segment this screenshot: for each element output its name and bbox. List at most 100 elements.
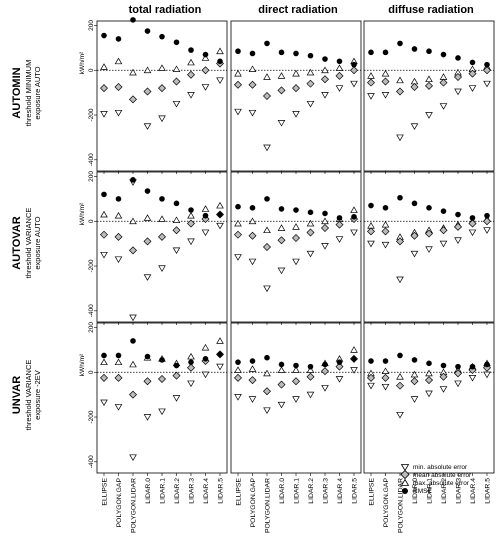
rmse-point [455,363,461,370]
mean-error-point [321,367,329,376]
mean-error-point [158,232,166,241]
min-error-point [468,85,477,92]
x-category-label: LIDAR.3 [456,478,463,504]
rmse-point [484,361,490,368]
rmse-point [397,352,403,359]
y-tick-label: 0 [88,370,95,374]
panel-r0-c0: 200 0 -200 -400 kWh/m² [79,17,228,186]
x-category-label: POLYGON.GAP [383,478,390,528]
mean-error-point [468,219,477,228]
max-error-point [381,220,390,228]
x-category-label: LIDAR.5 [352,478,359,504]
mean-error-point [129,390,137,399]
rmse-point [293,362,299,369]
column-title-direct: direct radiation [258,4,338,16]
min-error-point [425,390,433,398]
rmse-point [469,59,476,66]
rmse-point [188,47,194,53]
rmse-point [351,213,357,220]
min-error-point [143,123,152,130]
min-error-point [263,407,271,415]
min-error-point [454,88,462,96]
min-error-point [425,246,433,253]
min-error-point [335,236,344,243]
mean-error-point [143,377,152,386]
max-error-point [143,66,152,74]
min-error-point [172,395,181,402]
min-error-point [350,229,358,237]
rmse-point [235,48,241,55]
rmse-point [469,363,476,370]
min-error-point [100,111,108,118]
row-subtitle-unvar-exposure: exposure -2EV [33,370,42,420]
mean-error-point [129,246,137,255]
mean-error-point [425,81,433,90]
min-error-point [292,111,300,118]
max-error-point [129,360,137,368]
rmse-point [249,205,256,211]
panel-frame [230,171,362,323]
row-subtitle-autovar-threshold: threshold VARIANCE [24,208,33,279]
panel-frame [96,20,228,172]
mean-error-point [439,78,448,87]
mean-error-point [172,371,181,380]
rmse-point [411,46,418,52]
row-subtitle-autovar-exposure: exposure AUTO [33,216,42,269]
min-error-point [143,414,152,421]
min-error-point [143,274,152,281]
mean-error-point [367,227,375,236]
mean-error-point [425,376,433,385]
mean-error-point [114,373,123,382]
column-title-total: total radiation [129,4,202,16]
max-error-point [277,72,286,79]
row-label-autovar: AUTOVAR threshold VARIANCE exposure AUTO [11,208,42,279]
mean-error-point [248,231,257,240]
rmse-point [115,196,122,202]
min-error-point [114,109,123,117]
min-error-point [468,229,477,237]
min-error-point [292,396,300,403]
min-error-point [114,404,123,411]
max-error-point [248,365,257,372]
min-error-point [187,380,195,388]
max-error-point [187,211,195,219]
row-label-unvar: UNVAR threshold VARIANCE exposure -2EV [11,360,42,431]
mean-error-point [263,387,271,396]
mean-error-point [172,226,181,235]
rmse-point [397,194,403,201]
x-category-label: LIDAR.2 [174,478,181,504]
min-error-point [158,115,166,123]
min-error-point [216,77,224,85]
mean-error-point [292,234,300,243]
mean-error-point [335,362,344,371]
mean-error-point [158,84,166,93]
rmse-point [115,352,122,359]
mean-error-point [306,79,315,88]
rmse-point [440,208,447,214]
legend-min-marker [400,464,410,472]
row-title-unvar: UNVAR [11,376,23,414]
min-error-point [277,267,286,275]
legend-rmse-label: RMSE [413,488,432,495]
y-tick-label: -400 [88,153,95,166]
max-error-point [335,64,344,71]
mean-error-point [335,220,344,229]
max-error-point [396,373,404,380]
rmse-point [368,49,374,56]
mean-error-point [306,372,315,381]
rmse-point [469,215,476,221]
rmse-point [264,40,270,47]
max-error-point [216,337,224,344]
max-error-point [263,369,271,377]
rmse-point [368,202,374,209]
mean-error-point [234,80,242,89]
max-error-point [292,69,300,77]
mean-error-point [454,72,462,81]
max-error-point [201,343,210,351]
min-error-point [321,92,329,99]
min-error-point [367,93,375,100]
mean-error-point [187,219,195,228]
max-error-point [114,358,123,366]
row-subtitle-automin-threshold: threshold MINIMUM [24,60,33,127]
